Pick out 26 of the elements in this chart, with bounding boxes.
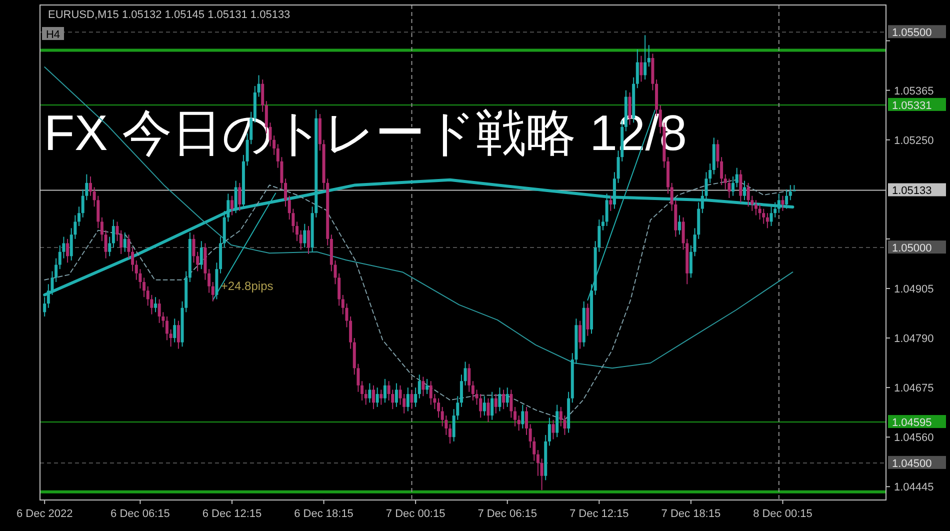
x-tick-label: 6 Dec 06:15: [110, 508, 170, 520]
x-tick-label: 6 Dec 12:15: [202, 508, 262, 520]
ref-line-label: 1.05500: [892, 27, 932, 40]
line-series: [44, 66, 794, 369]
ref-line-label: 1.04595: [892, 417, 932, 430]
ref-line-label: 1.04500: [892, 458, 932, 470]
chart-subtitle: EURUSD,M15 1.05132 1.05145 1.05131 1.05133: [48, 9, 290, 21]
annotation: +24.8pips: [220, 279, 274, 294]
x-tick-label: 7 Dec 18:15: [661, 508, 721, 520]
x-tick-label: 6 Dec 2022: [16, 508, 73, 520]
x-tick-label: 7 Dec 12:15: [569, 508, 629, 520]
x-tick-label: 7 Dec 00:15: [386, 508, 446, 520]
y-tick-label: 1.04675: [894, 382, 934, 395]
x-tick-label: 6 Dec 18:15: [294, 508, 354, 520]
x-tick-label: 8 Dec 00:15: [753, 508, 812, 520]
annotation: H4: [46, 29, 60, 41]
ref-line-label: 1.05331: [892, 100, 932, 112]
y-tick-label: 1.04560: [894, 432, 934, 444]
y-tick-label: 1.05250: [894, 134, 934, 147]
y-tick-label: 1.05365: [894, 85, 934, 98]
y-tick-label: 1.04445: [894, 482, 934, 494]
x-tick-label: 7 Dec 06:15: [478, 508, 538, 520]
ref-line-label: 1.05133: [892, 185, 932, 198]
ref-line-label: 1.05000: [892, 242, 932, 255]
y-tick-label: 1.04790: [894, 333, 934, 346]
y-tick-label: 1.04905: [894, 283, 934, 296]
